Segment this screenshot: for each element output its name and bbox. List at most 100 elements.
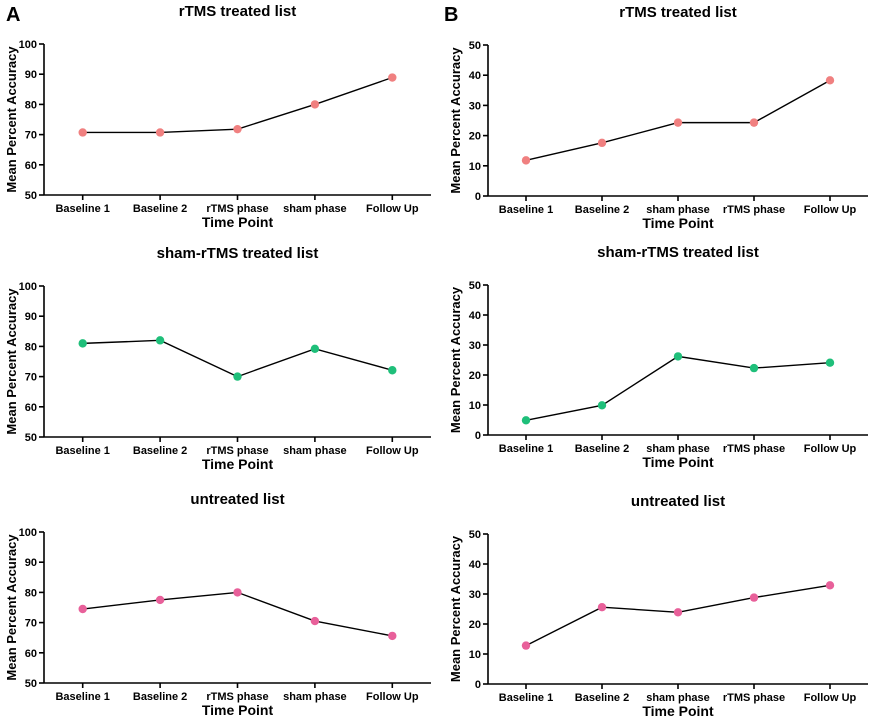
- y-tick-label: 10: [469, 400, 481, 412]
- y-tick-label: 100: [19, 39, 37, 51]
- y-tick-label: 100: [19, 527, 37, 539]
- x-tick-label: Follow Up: [366, 445, 419, 457]
- series-line: [82, 76, 393, 134]
- x-tick-label: Baseline 2: [575, 692, 629, 704]
- x-tick-label: rTMS phase: [206, 203, 268, 215]
- x-tick-label: Baseline 2: [575, 204, 629, 216]
- y-tick-label: 50: [469, 529, 481, 541]
- data-point: [521, 641, 531, 650]
- y-tick-label: 60: [25, 648, 37, 660]
- y-tick-label: 80: [25, 341, 37, 353]
- data-point: [749, 593, 759, 602]
- x-tick-label: Baseline 1: [55, 203, 109, 215]
- x-tick-label: rTMS phase: [206, 445, 268, 457]
- series-line: [525, 355, 831, 421]
- y-tick-label: 20: [469, 619, 481, 631]
- data-point: [825, 358, 835, 367]
- y-tick-label: 10: [469, 649, 481, 661]
- x-tick-label: Follow Up: [804, 443, 857, 455]
- y-tick-label: 70: [25, 372, 37, 384]
- x-axis-title: Time Point: [642, 215, 714, 231]
- data-point: [388, 631, 397, 641]
- data-point: [597, 138, 607, 148]
- data-point: [155, 128, 165, 137]
- x-tick-label: Follow Up: [804, 692, 857, 704]
- y-tick-label: 30: [469, 340, 481, 352]
- series-line: [82, 591, 393, 637]
- panel-label-b: B: [444, 4, 458, 26]
- y-tick-label: 50: [469, 280, 481, 292]
- x-tick-label: Follow Up: [366, 691, 419, 703]
- y-tick-label: 50: [25, 678, 37, 690]
- data-point: [233, 124, 242, 134]
- y-axis-title: Mean Percent Accuracy: [448, 47, 463, 194]
- data-point: [78, 604, 87, 614]
- data-point: [78, 339, 87, 348]
- data-point: [521, 416, 531, 425]
- data-point: [597, 603, 607, 612]
- x-tick-label: rTMS phase: [723, 204, 785, 216]
- y-tick-label: 40: [469, 310, 481, 322]
- chart-3: sham-rTMS treated list 50 60 70 80 90 100 Basel…: [4, 245, 431, 472]
- x-tick-label: Follow Up: [804, 204, 857, 216]
- data-point: [825, 581, 835, 590]
- x-tick-label: rTMS phase: [723, 443, 785, 455]
- x-tick-label: sham phase: [283, 445, 347, 457]
- chart-2: rTMS treated list 0 10 20 30 40 50 Baseline 1 Ba…: [448, 4, 868, 231]
- data-point: [388, 73, 397, 82]
- y-tick-label: 0: [475, 191, 481, 203]
- y-tick-label: 0: [475, 679, 481, 691]
- data-point: [155, 595, 165, 605]
- x-tick-label: sham phase: [646, 443, 710, 455]
- y-tick-label: 10: [469, 161, 481, 173]
- x-tick-label: sham phase: [646, 204, 710, 216]
- chart-title: rTMS treated list: [619, 4, 737, 21]
- chart-title: rTMS treated list: [179, 3, 297, 20]
- x-tick-label: sham phase: [283, 203, 347, 215]
- data-point: [673, 118, 683, 127]
- data-point: [749, 363, 759, 373]
- chart-title: untreated list: [190, 491, 284, 508]
- data-point: [310, 616, 320, 626]
- y-axis-title: Mean Percent Accuracy: [448, 535, 463, 682]
- data-point: [597, 401, 607, 410]
- x-axis-title: Time Point: [642, 703, 714, 719]
- x-tick-label: Baseline 2: [133, 445, 187, 457]
- x-tick-label: rTMS phase: [206, 691, 268, 703]
- y-tick-label: 80: [25, 99, 37, 111]
- y-tick-label: 50: [469, 40, 481, 52]
- chart-title: sham-rTMS treated list: [597, 244, 759, 261]
- y-tick-label: 50: [25, 190, 37, 202]
- x-axis-title: Time Point: [202, 214, 274, 230]
- x-tick-label: Baseline 1: [499, 204, 553, 216]
- y-tick-label: 60: [25, 160, 37, 172]
- y-tick-label: 70: [25, 618, 37, 630]
- y-tick-label: 20: [469, 370, 481, 382]
- panel-label-a: A: [6, 4, 20, 26]
- chart-5: untreated list 50 60 70 80 90 100 Baseline 1 Bas…: [4, 491, 431, 718]
- data-point: [825, 76, 835, 85]
- x-tick-label: Baseline 1: [55, 691, 109, 703]
- y-tick-label: 0: [475, 430, 481, 442]
- data-point: [233, 588, 242, 597]
- x-tick-label: Baseline 2: [575, 443, 629, 455]
- data-point: [388, 366, 397, 375]
- y-tick-label: 90: [25, 311, 37, 323]
- x-tick-label: Baseline 2: [133, 203, 187, 215]
- data-point: [233, 372, 242, 381]
- data-point: [310, 344, 320, 354]
- y-tick-label: 40: [469, 70, 481, 82]
- y-tick-label: 50: [25, 432, 37, 444]
- x-axis-title: Time Point: [202, 456, 274, 472]
- chart-title: sham-rTMS treated list: [157, 245, 319, 262]
- y-tick-label: 30: [469, 100, 481, 112]
- data-point: [310, 100, 320, 109]
- data-point: [155, 336, 165, 345]
- y-tick-label: 60: [25, 402, 37, 414]
- chart-title: untreated list: [631, 493, 725, 510]
- y-tick-label: 30: [469, 589, 481, 601]
- y-axis-title: Mean Percent Accuracy: [448, 286, 463, 433]
- x-tick-label: Baseline 1: [499, 692, 553, 704]
